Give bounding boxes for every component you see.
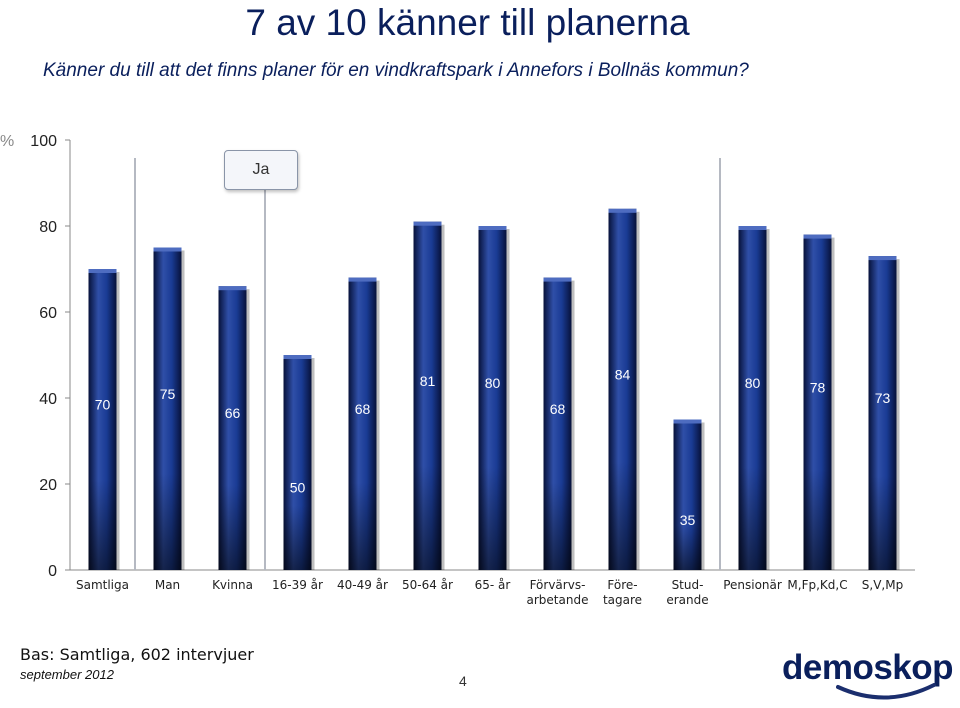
bar-shade bbox=[348, 277, 377, 570]
bar-shade bbox=[283, 355, 312, 570]
bar-top-highlight bbox=[413, 221, 442, 226]
bar-shade bbox=[88, 269, 117, 570]
category-label: Stud- bbox=[672, 578, 704, 592]
bar-shade bbox=[543, 277, 572, 570]
y-tick-label: 0 bbox=[48, 563, 57, 580]
bar-top-highlight bbox=[88, 269, 117, 273]
bar-shade bbox=[803, 234, 832, 570]
bar-shade bbox=[218, 286, 247, 570]
category-label: tagare bbox=[603, 593, 642, 607]
category-label: 65- år bbox=[475, 578, 511, 592]
data-label: 50 bbox=[290, 480, 306, 496]
bar-shade bbox=[738, 226, 767, 570]
y-unit-label: % bbox=[0, 133, 14, 150]
bar-top-highlight bbox=[218, 286, 247, 291]
y-tick-label: 40 bbox=[39, 391, 57, 408]
category-label: 40-49 år bbox=[337, 578, 388, 592]
bar-top-highlight bbox=[478, 226, 507, 230]
bar-top-highlight bbox=[543, 277, 572, 282]
bar-top-highlight bbox=[153, 247, 182, 252]
category-label: Samtliga bbox=[76, 578, 129, 592]
bar-shade bbox=[153, 247, 182, 570]
bar-chart: 0 20 40 60 80 100% 70 Samtliga 75 Man 66 Kvinna 50 16… bbox=[0, 133, 915, 607]
category-label: Pensionär bbox=[723, 578, 782, 592]
data-label: 35 bbox=[680, 512, 696, 528]
data-label: 80 bbox=[485, 375, 501, 391]
category-label: 16-39 år bbox=[272, 578, 323, 592]
bar-top-highlight bbox=[283, 355, 312, 359]
bar-top-highlight bbox=[738, 226, 767, 230]
category-label: erande bbox=[666, 593, 708, 607]
bar-top-highlight bbox=[608, 208, 637, 213]
data-label: 68 bbox=[355, 401, 371, 417]
demoskop-logo: demoskop bbox=[782, 648, 954, 687]
chart-title: 7 av 10 känner till planerna bbox=[245, 2, 690, 43]
category-label: Kvinna bbox=[212, 578, 253, 592]
data-label: 68 bbox=[550, 401, 566, 417]
category-label: Före- bbox=[607, 578, 637, 592]
data-label: 78 bbox=[810, 379, 826, 395]
footer-base-note: Bas: Samtliga, 602 intervjuer bbox=[20, 645, 254, 664]
category-label: Man bbox=[155, 578, 180, 592]
data-label: 70 bbox=[95, 397, 111, 413]
data-label: 73 bbox=[875, 390, 891, 406]
category-label: arbetande bbox=[527, 593, 589, 607]
bar-shade bbox=[413, 221, 442, 570]
y-tick-label: 20 bbox=[39, 477, 57, 494]
footer-date: september 2012 bbox=[20, 667, 114, 682]
data-label: 81 bbox=[420, 373, 436, 389]
bar-top-highlight bbox=[868, 256, 897, 261]
bar-top-highlight bbox=[348, 277, 377, 282]
category-label: Förvärvs- bbox=[530, 578, 586, 592]
y-tick-label: 60 bbox=[39, 305, 57, 322]
bar-top-highlight bbox=[673, 419, 702, 424]
data-label: 84 bbox=[615, 366, 631, 382]
data-label: 80 bbox=[745, 375, 761, 391]
bar-shade bbox=[478, 226, 507, 570]
bar-shade bbox=[673, 419, 702, 570]
data-label: 66 bbox=[225, 405, 241, 421]
page-number: 4 bbox=[459, 673, 467, 689]
bar-top-highlight bbox=[803, 234, 832, 239]
chart-subtitle: Känner du till att det finns planer för … bbox=[43, 60, 749, 81]
y-tick-label: 80 bbox=[39, 219, 57, 236]
category-label: 50-64 år bbox=[402, 578, 453, 592]
legend-box-ja: Ja bbox=[224, 150, 298, 190]
data-label: 75 bbox=[160, 386, 176, 402]
category-label: S,V,Mp bbox=[862, 578, 903, 592]
bar-shade bbox=[608, 208, 637, 571]
y-tick-label: 100 bbox=[30, 133, 57, 150]
logo-swoosh-icon bbox=[836, 683, 936, 700]
category-label: M,Fp,Kd,C bbox=[787, 578, 847, 592]
bar-shade bbox=[868, 256, 897, 570]
